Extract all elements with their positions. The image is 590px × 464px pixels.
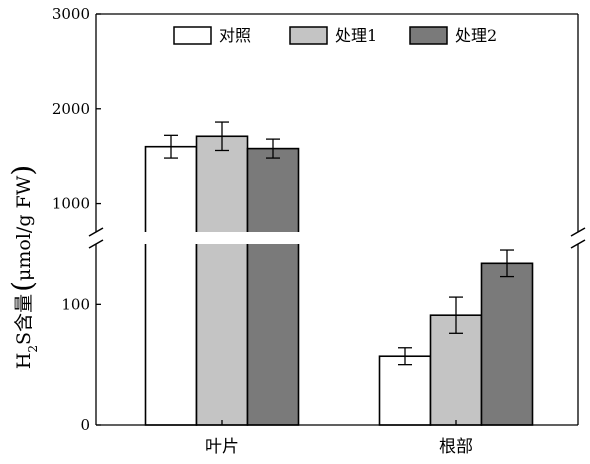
error-bar bbox=[449, 296, 463, 334]
y-tick-label: 100 bbox=[61, 295, 90, 313]
legend-swatch bbox=[289, 26, 328, 45]
error-bar bbox=[398, 347, 412, 366]
x-tick-label: 根部 bbox=[439, 437, 473, 457]
error-bar bbox=[266, 138, 280, 159]
y-axis-label: H2S含量 (μmol/g FW) bbox=[6, 165, 40, 369]
axes-group: 0 100 1000 2000 3000 叶片 根部 bbox=[52, 5, 579, 457]
bar bbox=[378, 355, 432, 426]
y-axis-title-subscript: 2 bbox=[26, 345, 40, 353]
legend-label: 处理2 bbox=[455, 26, 497, 45]
legend: 对照 处理1 处理2 bbox=[173, 26, 497, 45]
bars-group bbox=[144, 135, 534, 426]
bar bbox=[246, 147, 300, 426]
legend-swatch bbox=[409, 26, 448, 45]
bar bbox=[144, 145, 198, 426]
legend-label: 对照 bbox=[219, 26, 251, 45]
y-axis-title: H2S含量 (μmol/g FW) bbox=[6, 165, 40, 369]
bar bbox=[480, 262, 534, 426]
y-axis-title-paren-close: ) bbox=[6, 165, 39, 176]
legend-item: 处理1 bbox=[289, 26, 377, 45]
y-tick-label: 2000 bbox=[52, 100, 90, 118]
error-bar bbox=[215, 121, 229, 152]
y-axis-title-unit: μmol/g FW bbox=[13, 175, 35, 281]
y-tick-label: 0 bbox=[80, 416, 90, 434]
y-axis-title-rest: S含量 bbox=[13, 294, 35, 345]
break-gap bbox=[97, 232, 577, 244]
legend-label: 处理1 bbox=[335, 26, 377, 45]
error-bars-group bbox=[164, 121, 514, 366]
y-axis-title-main: H bbox=[13, 353, 35, 370]
legend-item: 处理2 bbox=[409, 26, 497, 45]
legend-item: 对照 bbox=[173, 26, 251, 45]
x-tick-label: 叶片 bbox=[205, 437, 239, 457]
y-tick-label: 3000 bbox=[52, 5, 90, 23]
y-tick-label: 1000 bbox=[52, 195, 90, 213]
error-bar bbox=[164, 134, 178, 159]
y-axis-title-paren-open: ( bbox=[6, 281, 39, 292]
legend-swatch bbox=[173, 26, 212, 45]
bar bbox=[195, 135, 249, 426]
error-bar bbox=[500, 249, 514, 278]
